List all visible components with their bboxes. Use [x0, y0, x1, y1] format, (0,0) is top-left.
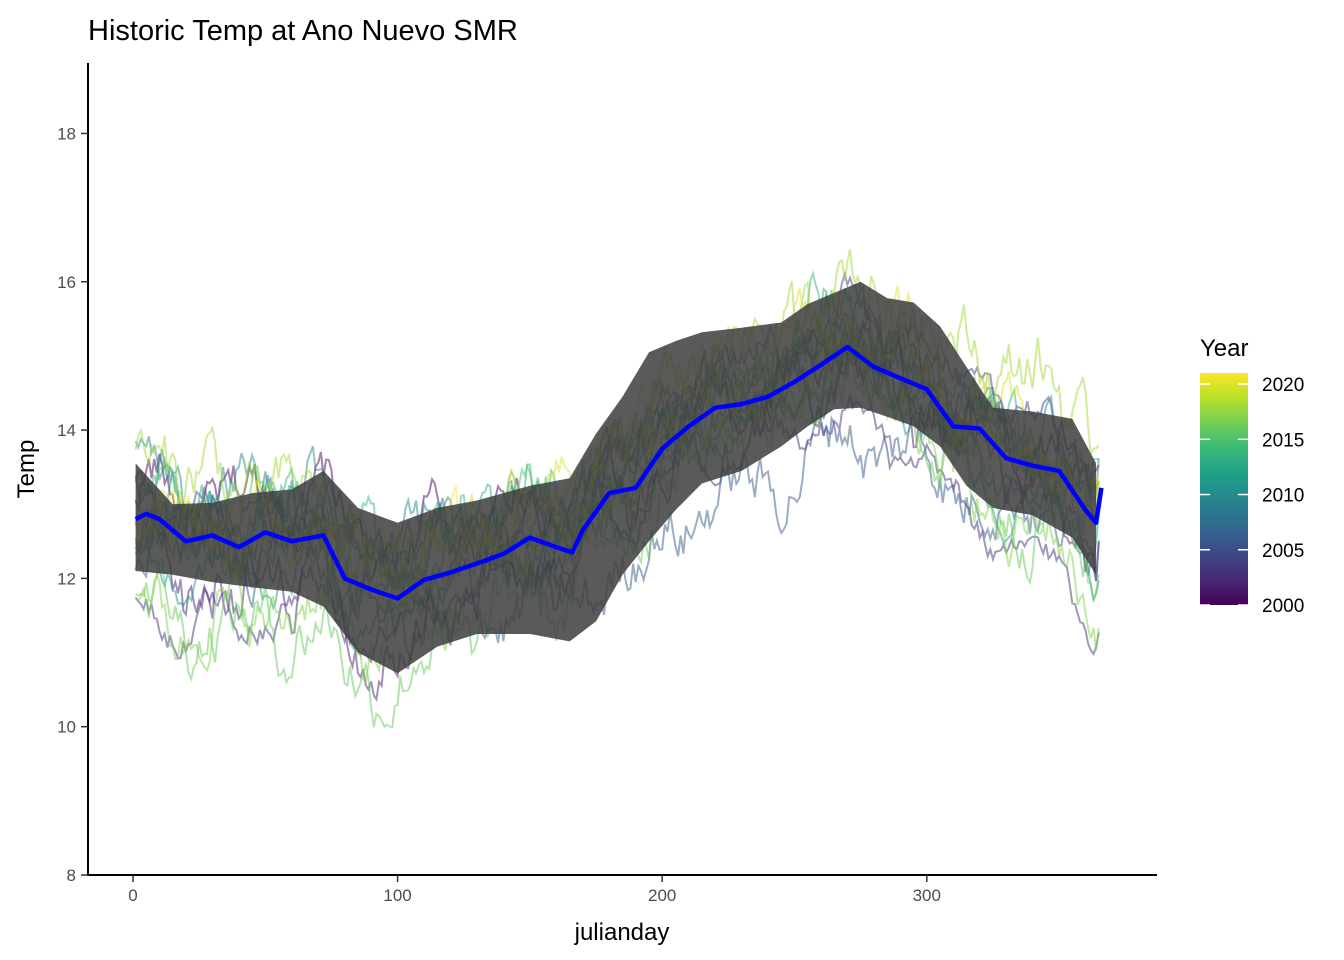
legend-tick-label: 2010 — [1262, 486, 1304, 507]
y-tick-label: 10 — [57, 718, 76, 737]
ribbon-band — [135, 281, 1097, 674]
y-tick-label: 8 — [67, 866, 76, 885]
x-tick-label: 100 — [383, 886, 411, 905]
mean-line-layer — [134, 344, 1104, 601]
legend-tick-label: 2015 — [1262, 430, 1304, 451]
y-tick-label: 14 — [57, 421, 76, 440]
x-tick-label: 300 — [913, 886, 941, 905]
legend-tick-label: 2005 — [1262, 541, 1304, 562]
x-axis-title: julianday — [574, 919, 670, 946]
x-ticks: 0 100 200 300 — [128, 875, 941, 905]
y-axis-title: Temp — [13, 440, 40, 499]
x-tick-label: 0 — [128, 886, 137, 905]
legend-colorbar — [1200, 373, 1248, 605]
legend-tick-label: 2000 — [1262, 596, 1304, 617]
legend-title: Year — [1200, 335, 1249, 362]
ribbon-layer — [135, 281, 1097, 674]
y-tick-label: 18 — [57, 124, 76, 143]
legend-tick-label: 2020 — [1262, 375, 1304, 396]
chart-title: Historic Temp at Ano Nuevo SMR — [88, 15, 518, 47]
legend: Year 2000 2005 2010 2015 2020 — [1200, 335, 1304, 617]
plot-area — [134, 248, 1104, 729]
y-tick-label: 16 — [57, 273, 76, 292]
x-tick-label: 200 — [648, 886, 676, 905]
legend-ticks: 2000 2005 2010 2015 2020 — [1200, 375, 1304, 617]
y-tick-label: 12 — [57, 569, 76, 588]
mean-line — [134, 344, 1104, 601]
axes: 0 100 200 300 8 10 12 14 16 18 — [57, 63, 1157, 905]
y-ticks: 8 10 12 14 16 18 — [57, 124, 88, 885]
